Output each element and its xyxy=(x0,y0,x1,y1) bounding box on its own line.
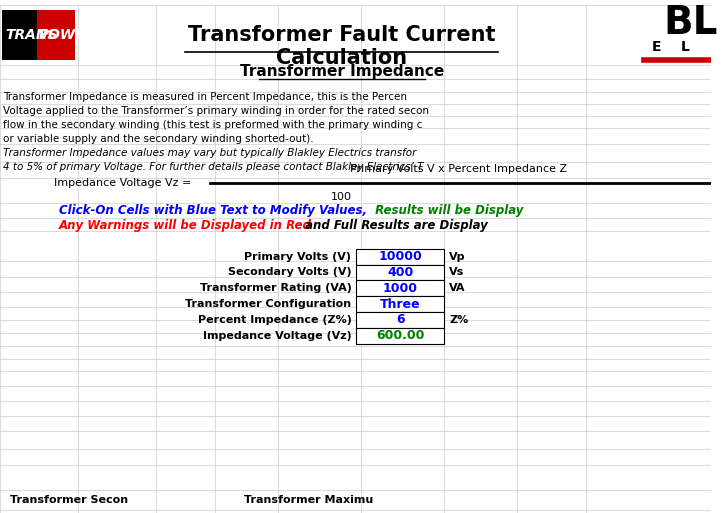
FancyBboxPatch shape xyxy=(2,10,75,60)
Text: Transformer Fault Current
Calculation: Transformer Fault Current Calculation xyxy=(188,25,496,68)
Text: Transformer Secon: Transformer Secon xyxy=(9,495,128,505)
Text: E    L: E L xyxy=(652,40,690,54)
Text: 6: 6 xyxy=(396,313,405,326)
FancyBboxPatch shape xyxy=(37,10,75,60)
Text: Vp: Vp xyxy=(449,251,466,262)
Text: Vs: Vs xyxy=(449,267,464,278)
FancyBboxPatch shape xyxy=(356,281,444,296)
Text: Transformer Rating (VA): Transformer Rating (VA) xyxy=(199,283,352,293)
Text: flow in the secondary winding (this test is preformed with the primary winding c: flow in the secondary winding (this test… xyxy=(3,120,422,130)
Text: 100: 100 xyxy=(331,192,352,202)
Text: Primary Volts V x Percent Impedance Z: Primary Volts V x Percent Impedance Z xyxy=(350,165,567,174)
Text: Click-On Cells with Blue Text to Modify Values,: Click-On Cells with Blue Text to Modify … xyxy=(58,204,367,216)
Text: Any Warnings will be Displayed in Red: Any Warnings will be Displayed in Red xyxy=(58,220,312,232)
Text: Transformer Configuration: Transformer Configuration xyxy=(186,299,352,309)
Text: VA: VA xyxy=(449,283,466,293)
Text: Transformer Impedance: Transformer Impedance xyxy=(240,64,444,79)
Text: Results will be Display: Results will be Display xyxy=(371,204,523,216)
Text: Transformer Maximu: Transformer Maximu xyxy=(244,495,373,505)
Text: Secondary Volts (V): Secondary Volts (V) xyxy=(228,267,352,278)
Text: Transformer Impedance is measured in Percent Impedance, this is the Percen: Transformer Impedance is measured in Per… xyxy=(3,92,407,102)
Text: and Full Results are Display: and Full Results are Display xyxy=(301,220,488,232)
FancyBboxPatch shape xyxy=(356,265,444,281)
Text: 10000: 10000 xyxy=(379,250,422,263)
Text: Z%: Z% xyxy=(449,315,468,325)
Text: Three: Three xyxy=(380,298,421,310)
FancyBboxPatch shape xyxy=(356,312,444,328)
Text: 600.00: 600.00 xyxy=(376,329,424,342)
FancyBboxPatch shape xyxy=(356,328,444,344)
FancyBboxPatch shape xyxy=(356,296,444,312)
Text: Impedance Voltage (Vz): Impedance Voltage (Vz) xyxy=(202,331,352,341)
Text: Percent Impedance (Z%): Percent Impedance (Z%) xyxy=(197,315,352,325)
Text: 1000: 1000 xyxy=(383,282,418,295)
Text: or variable supply and the secondary winding shorted-out).: or variable supply and the secondary win… xyxy=(3,134,314,144)
Text: Voltage applied to the Transformer’s primary winding in order for the rated seco: Voltage applied to the Transformer’s pri… xyxy=(3,106,429,116)
Text: TRANS: TRANS xyxy=(5,28,58,42)
Text: Transformer Impedance values may vary but typically Blakley Electrics transfor: Transformer Impedance values may vary bu… xyxy=(3,148,416,157)
Text: 4 to 5% of primary Voltage. For further details please contact Blakley Electrics: 4 to 5% of primary Voltage. For further … xyxy=(3,162,424,171)
Text: Primary Volts (V): Primary Volts (V) xyxy=(245,251,352,262)
Text: BL: BL xyxy=(664,4,719,42)
Text: POWER: POWER xyxy=(39,28,96,42)
FancyBboxPatch shape xyxy=(356,249,444,265)
Text: 400: 400 xyxy=(387,266,414,279)
Text: Impedance Voltage Vz =: Impedance Voltage Vz = xyxy=(54,179,191,188)
